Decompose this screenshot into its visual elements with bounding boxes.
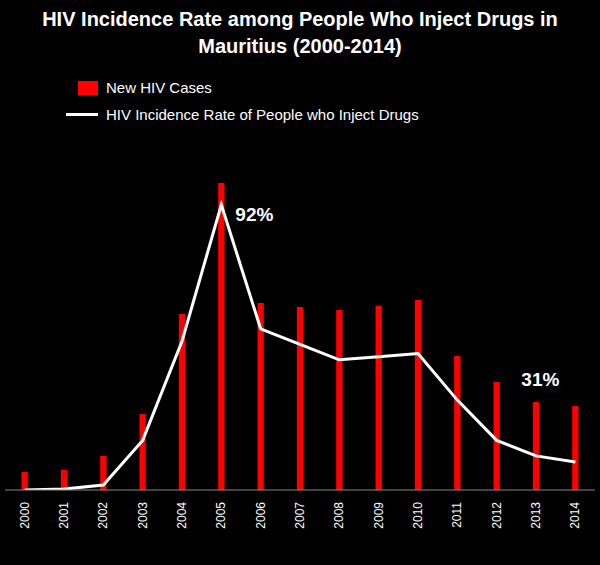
svg-text:2011: 2011	[450, 502, 464, 528]
svg-text:31%: 31%	[521, 369, 559, 390]
svg-text:2014: 2014	[568, 502, 582, 529]
svg-text:2002: 2002	[96, 502, 110, 529]
svg-text:2000: 2000	[18, 502, 32, 529]
svg-text:2005: 2005	[214, 502, 228, 529]
svg-text:92%: 92%	[235, 204, 273, 225]
html-text:HIV Incidence Rate of People w: HIV Incidence Rate of People who Inject …	[106, 106, 419, 123]
svg-text:2008: 2008	[332, 502, 346, 529]
svg-text:2009: 2009	[372, 502, 386, 529]
svg-text:2013: 2013	[529, 502, 543, 529]
svg-text:2010: 2010	[411, 502, 425, 529]
svg-text:2004: 2004	[175, 502, 189, 529]
svg-text:2001: 2001	[57, 502, 71, 529]
svg-text:2007: 2007	[293, 502, 307, 529]
svg-text:2012: 2012	[490, 502, 504, 529]
svg-text:2003: 2003	[136, 502, 150, 529]
svg-text:2006: 2006	[254, 502, 268, 529]
html-text:New HIV Cases: New HIV Cases	[106, 79, 212, 96]
html-text:HIV Incidence Rate among Peopl: HIV Incidence Rate among People Who Inje…	[42, 8, 558, 57]
